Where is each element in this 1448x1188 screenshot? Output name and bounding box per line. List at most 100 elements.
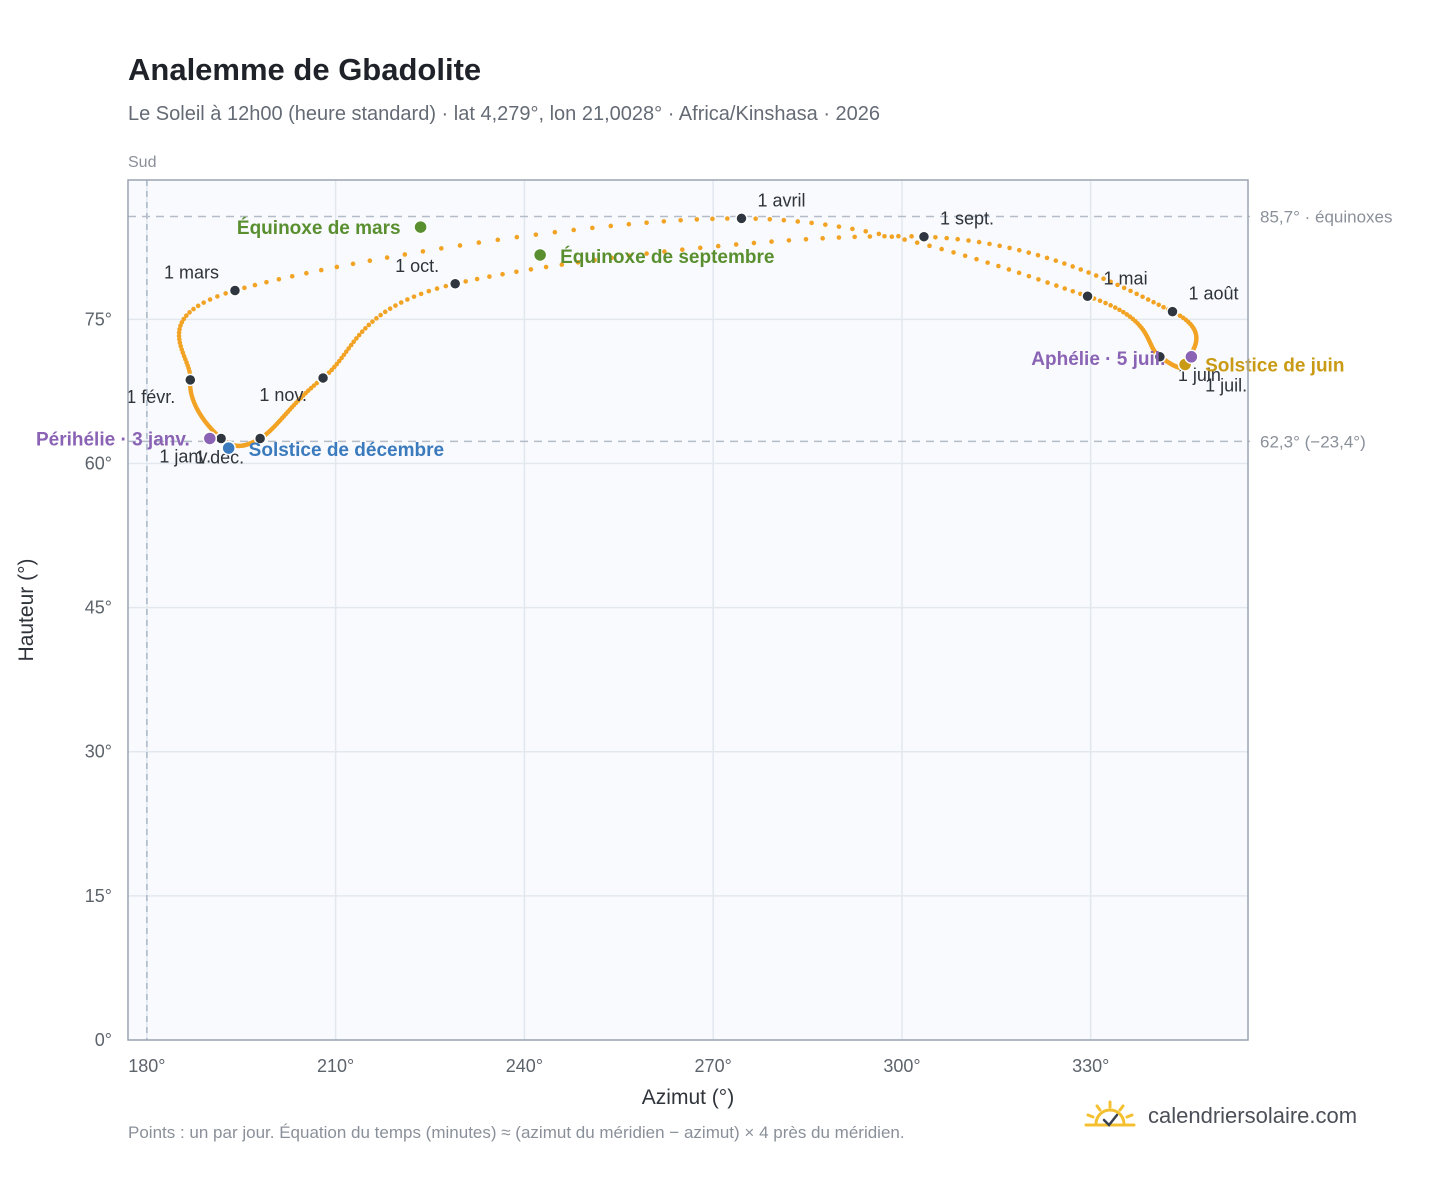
x-tick-label: 300°	[883, 1056, 920, 1076]
daily-point	[803, 236, 809, 242]
event-markers: Équinoxe de mars Équinoxe de septembre Sol…	[36, 217, 1344, 461]
x-tick-label: 270°	[695, 1056, 732, 1076]
daily-point	[571, 227, 576, 233]
reference-lines: Sud 85,7° · équinoxes 62,3° (−23,4°)	[128, 154, 1393, 1040]
daily-point	[495, 237, 501, 243]
y-tick-label: 30°	[85, 742, 112, 762]
daily-point	[1006, 267, 1012, 272]
daily-point	[514, 269, 519, 275]
event-marker	[202, 431, 218, 446]
daily-point	[867, 234, 873, 239]
daily-point	[543, 264, 549, 270]
daily-point	[1097, 298, 1103, 304]
brand[interactable]: calendriersolaire.com	[1082, 1100, 1357, 1132]
daily-point	[201, 300, 206, 305]
x-tick-label: 240°	[506, 1056, 543, 1076]
daily-point	[191, 306, 196, 312]
month-marker	[253, 432, 267, 445]
daily-point	[487, 274, 492, 279]
axes: 180° 210° 240° 270° 300° 330° 0° 15° 30° 45° 60° 75…	[15, 309, 1109, 1109]
daily-point	[1016, 270, 1022, 276]
daily-point	[836, 235, 842, 240]
daily-point	[528, 267, 534, 272]
daily-point	[1121, 309, 1126, 315]
event-marker	[1184, 349, 1199, 365]
daily-point	[1007, 245, 1012, 251]
month-marker	[228, 284, 242, 297]
daily-point	[1151, 299, 1156, 305]
daily-point	[644, 251, 649, 256]
event-label: Aphélie · 5 juil.	[1031, 349, 1165, 370]
daily-point	[318, 267, 324, 273]
daily-point	[1062, 261, 1067, 266]
daily-point	[976, 239, 982, 245]
daily-point	[662, 249, 667, 254]
month-marker	[1166, 305, 1179, 318]
month-marker	[735, 212, 748, 225]
daily-point	[1177, 313, 1183, 319]
daily-point	[644, 220, 649, 225]
daily-point	[820, 236, 825, 241]
daily-point	[179, 320, 185, 325]
daily-point	[661, 219, 667, 224]
daily-point	[733, 242, 739, 247]
daily-point	[987, 241, 992, 247]
daily-point	[863, 229, 869, 234]
daily-point	[341, 352, 347, 358]
daily-point	[176, 330, 182, 335]
event-label: Équinoxe de septembre	[560, 246, 774, 268]
daily-point	[177, 337, 182, 342]
daily-point	[1156, 302, 1161, 308]
daily-point	[769, 239, 774, 244]
plot-frame	[127, 179, 1249, 1041]
daily-point	[590, 225, 595, 231]
y-tick-label: 45°	[85, 598, 112, 618]
event-marker	[532, 247, 548, 263]
daily-point	[1036, 277, 1041, 282]
daily-point	[289, 273, 295, 279]
daily-point	[876, 231, 882, 237]
daily-point	[679, 247, 685, 252]
daily-point	[418, 291, 424, 297]
daily-point	[474, 276, 480, 282]
month-label: 1 févr.	[126, 387, 175, 407]
sun-logo-icon	[1084, 1100, 1136, 1127]
daily-point	[1145, 297, 1151, 302]
daily-point	[850, 226, 855, 232]
daily-point	[363, 326, 368, 331]
daily-point	[996, 263, 1001, 269]
daily-point	[184, 313, 189, 318]
daily-point	[500, 271, 505, 277]
y-axis-title: Hauteur (°)	[15, 559, 38, 662]
daily-point	[1140, 294, 1145, 300]
daily-point	[443, 283, 449, 289]
daily-point	[215, 294, 220, 299]
daily-point	[195, 303, 201, 309]
daily-point	[909, 234, 914, 239]
x-tick-label: 330°	[1072, 1056, 1109, 1076]
x-tick-label: 210°	[317, 1056, 354, 1076]
daily-point	[457, 243, 463, 248]
daily-point	[710, 216, 715, 222]
daily-point	[1070, 288, 1076, 294]
y-tick-label: 0°	[95, 1030, 112, 1050]
daily-point	[393, 303, 398, 308]
daily-point	[1117, 307, 1122, 313]
reference-label: 62,3° (−23,4°)	[1260, 432, 1366, 451]
event-label: Solstice de juin	[1205, 355, 1344, 376]
daily-point	[1053, 258, 1059, 263]
daily-point	[1070, 264, 1075, 269]
daily-point	[405, 297, 410, 302]
daily-point	[1062, 286, 1068, 291]
month-marker	[184, 373, 197, 387]
month-label: 1 mars	[164, 263, 219, 283]
daily-point	[351, 339, 357, 345]
daily-point	[346, 346, 351, 351]
month-label: 1 mai	[1104, 268, 1148, 288]
daily-point	[181, 316, 187, 322]
event-label: Périhélie · 3 janv.	[36, 429, 190, 450]
daily-point	[823, 222, 828, 227]
daily-point	[951, 250, 956, 255]
daily-point	[962, 253, 968, 259]
